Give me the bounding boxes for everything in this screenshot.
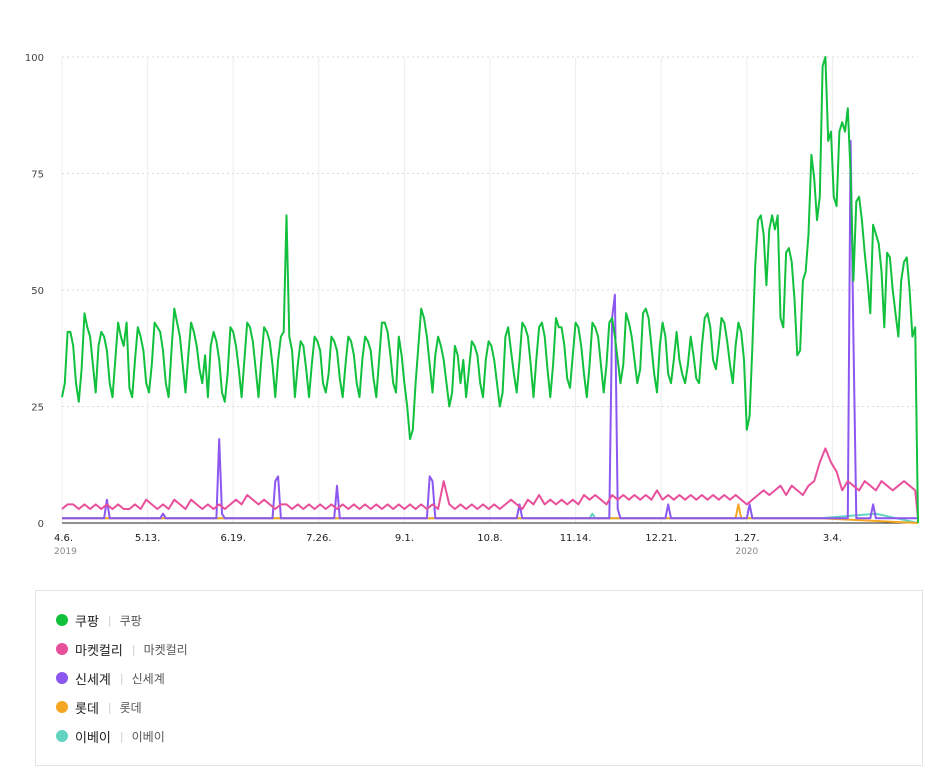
- x-tick-label: 6.19.: [220, 533, 245, 544]
- x-tick-label: 3.4.: [823, 533, 842, 544]
- legend-series-name: 이베이: [75, 730, 111, 746]
- series-line-1: [61, 447, 919, 519]
- legend-dot-icon: [56, 701, 68, 713]
- legend-box: 쿠팡 | 쿠팡 마켓컬리 | 마켓컬리 신세계 | 신세계 롯데 | 롯데 이베이 | 이베이: [35, 590, 923, 766]
- legend-dot-icon: [56, 614, 68, 626]
- y-tick-label: 100: [25, 53, 44, 64]
- legend-series-keyword: 이베이: [131, 729, 165, 744]
- x-tick-label: 1.27.: [734, 533, 759, 544]
- x-tick-label: 5.13.: [135, 533, 160, 544]
- legend-series-name: 신세계: [75, 672, 111, 688]
- legend-series-name: 마켓컬리: [75, 643, 123, 659]
- series-line-0: [61, 56, 919, 524]
- legend-series-name: 롯데: [75, 701, 99, 717]
- chart-area: 0 25 50 75 100 4.6. 2019 5.13. 6.19. 7.26. 9.1. 10.…: [25, 53, 919, 557]
- line-chart: 0 25 50 75 100 4.6. 2019 5.13. 6.19. 7.26. 9.1. 10.…: [25, 53, 919, 557]
- x-tick-label: 12.21.: [645, 533, 677, 544]
- legend-series-name: 쿠팡: [75, 614, 99, 630]
- x-tick-label: 9.1.: [395, 533, 414, 544]
- legend-series-keyword: 신세계: [131, 671, 165, 686]
- legend-separator: |: [131, 642, 136, 656]
- x-tick-label: 11.14.: [560, 533, 592, 544]
- y-tick-label: 0: [38, 519, 44, 530]
- x-tick-label: 7.26.: [306, 533, 331, 544]
- legend-series-keyword: 롯데: [119, 700, 142, 715]
- x-tick-label: 4.6.: [54, 533, 73, 544]
- legend-item[interactable]: 신세계 | 신세계: [56, 668, 165, 688]
- y-tick-label: 50: [31, 286, 44, 297]
- legend-item[interactable]: 이베이 | 이베이: [56, 726, 165, 746]
- x-tick-year-label: 2020: [735, 547, 758, 557]
- x-tick-year-label: 2019: [54, 547, 77, 557]
- legend-separator: |: [119, 729, 124, 743]
- legend-separator: |: [107, 613, 112, 627]
- legend-series-keyword: 마켓컬리: [143, 642, 188, 657]
- legend-item[interactable]: 롯데 | 롯데: [56, 697, 142, 717]
- legend-dot-icon: [56, 643, 68, 655]
- legend-dot-icon: [56, 730, 68, 742]
- legend-item[interactable]: 쿠팡 | 쿠팡: [56, 610, 142, 630]
- y-tick-label: 25: [31, 403, 44, 414]
- x-tick-label: 10.8.: [477, 533, 502, 544]
- legend-item[interactable]: 마켓컬리 | 마켓컬리: [56, 639, 188, 659]
- legend-separator: |: [119, 671, 124, 685]
- legend-dot-icon: [56, 672, 68, 684]
- y-tick-label: 75: [31, 170, 44, 181]
- legend-series-keyword: 쿠팡: [119, 613, 142, 628]
- legend-separator: |: [107, 700, 112, 714]
